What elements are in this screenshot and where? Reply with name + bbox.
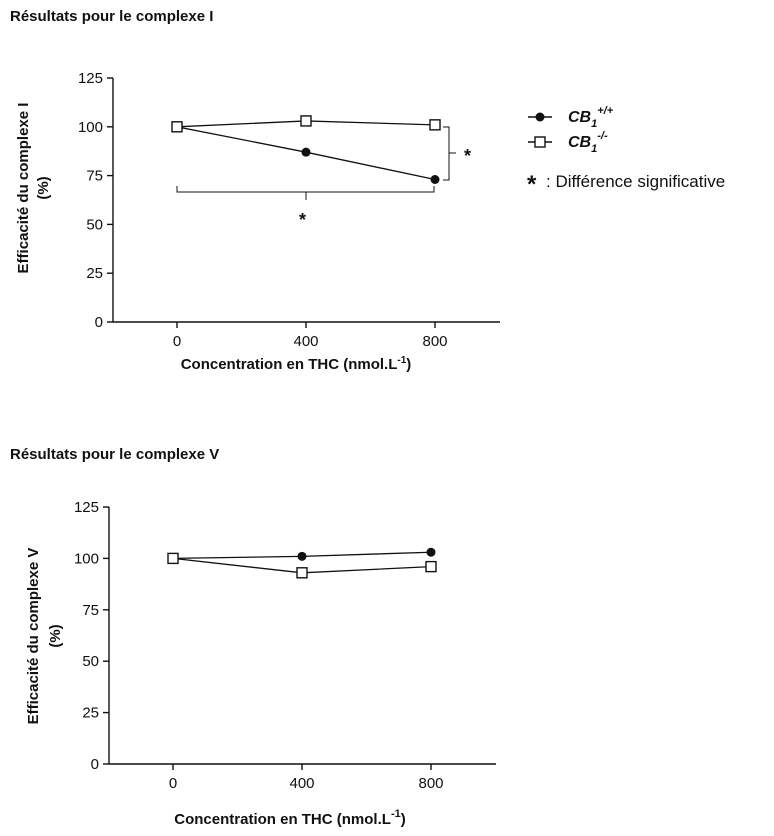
bracket-vertical [443,126,450,181]
axes: 0 25 50 75 100 125 0 400 800 [78,70,500,350]
y-axis-label: Efficacité du complexe V [25,548,42,725]
x-tick-label: 0 [173,333,181,350]
data-point-filled-circle [430,175,440,185]
chart-svg-complexe-5: Efficacité du complexe V (%) Concentrati… [25,499,496,828]
y-axis-label: Efficacité du complexe I [15,103,32,274]
y-tick-label: 75 [86,168,103,185]
y-tick-label: 100 [78,119,103,136]
y-tick-label: 0 [91,756,99,773]
significance-star-vertical: * [464,146,471,166]
legend-label-cb1-ko: CB1-/- [568,130,608,155]
data-point-filled-circle [301,147,311,157]
x-tick-label: 800 [422,333,447,350]
chart-title-complexe-1: Résultats pour le complexe I [10,8,214,25]
x-tick-label: 0 [169,775,177,792]
data-point-open-square [300,115,312,127]
bracket-horizontal [176,186,435,193]
y-tick-label: 0 [95,314,103,331]
x-axis-label: Concentration en THC (nmol.L-1) [181,355,412,373]
series-cb1-wt [172,122,440,185]
y-tick-label: 100 [74,550,99,567]
series-cb1-ko [167,552,437,579]
legend-label-cb1-wt: CB1+/+ [568,105,614,130]
significance-star-legend: * [527,171,537,198]
x-tick-label: 400 [289,775,314,792]
y-tick-label: 50 [82,653,99,670]
series-cb1-wt [168,547,436,563]
y-tick-label: 125 [74,499,99,516]
axes: 0 25 50 75 100 125 0 400 800 [74,499,496,792]
x-tick-label: 400 [293,333,318,350]
chart-complexe-5: Résultats pour le complexe V Efficacité … [0,440,774,836]
y-axis-unit-label: (%) [35,176,52,199]
x-tick-label: 800 [418,775,443,792]
y-tick-label: 25 [82,705,99,722]
data-point-filled-circle [426,547,436,557]
data-point-filled-circle [297,551,307,561]
y-tick-label: 125 [78,70,103,87]
data-point-open-square [429,119,441,131]
chart-svg-complexe-1: Efficacité du complexe I (%) Concentrati… [15,70,725,373]
x-axis-label: Concentration en THC (nmol.L-1) [174,808,405,828]
legend-marker-open-square [534,136,546,148]
legend: CB1+/+ CB1-/- * : Différence significati… [527,105,725,198]
series-cb1-ko [171,115,441,133]
y-tick-label: 75 [82,602,99,619]
significance-star-horizontal: * [299,210,306,230]
significance-brackets: * * [176,126,471,230]
y-tick-label: 50 [86,216,103,233]
legend-marker-filled-circle [535,112,545,122]
data-point-open-square [425,560,437,573]
data-point-open-square [296,567,308,579]
chart-title-complexe-5: Résultats pour le complexe V [10,446,220,463]
y-tick-label: 25 [86,265,103,282]
significance-note: : Différence significative [546,172,725,191]
data-point-open-square [171,121,183,133]
chart-complexe-1: Résultats pour le complexe I Efficacité … [10,8,725,373]
data-point-open-square [167,552,179,565]
y-axis-unit-label: (%) [47,624,64,647]
